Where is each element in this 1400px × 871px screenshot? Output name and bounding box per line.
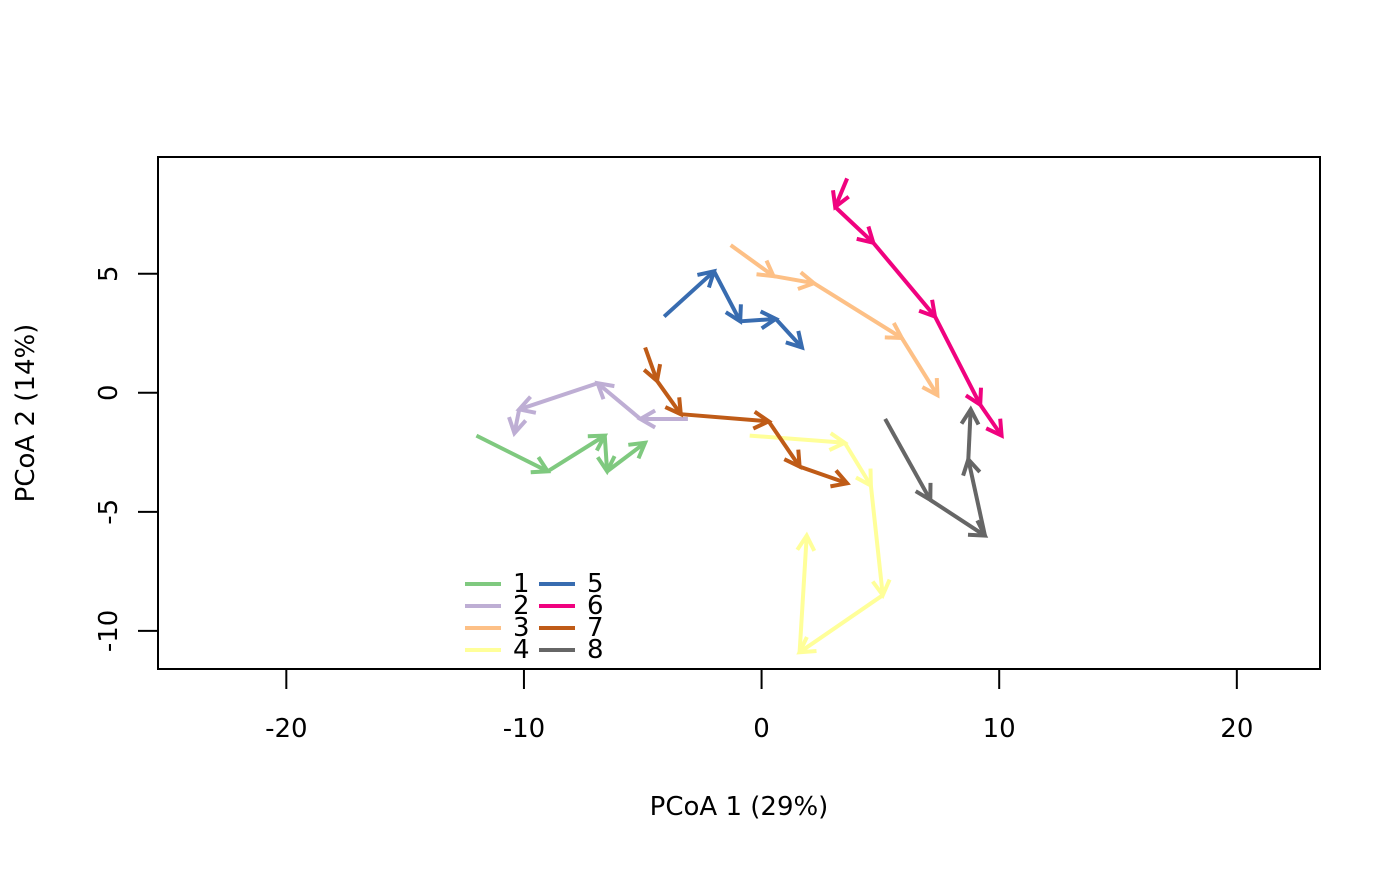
legend-label: 6 [587, 591, 604, 621]
arrow-head [795, 531, 817, 552]
trajectory-segment [773, 274, 815, 286]
trajectory-segment [655, 379, 683, 416]
arrow-head [507, 416, 528, 438]
trajectory-segment [843, 441, 873, 487]
trajectory-segment [966, 459, 987, 537]
trajectory-segment [596, 381, 642, 421]
y-tick-label: 0 [94, 384, 124, 401]
trajectory-segment [798, 464, 848, 486]
plot-frame [157, 156, 1321, 670]
legend-label: 3 [513, 613, 530, 643]
trajectory-segment [518, 381, 599, 412]
trajectory-segment [978, 403, 1004, 437]
series-8 [883, 405, 989, 538]
arrow-head [959, 405, 981, 426]
arrow-head [785, 330, 805, 351]
y-tick-label: -10 [94, 610, 124, 652]
series-4 [749, 431, 892, 655]
trajectory-segment [812, 281, 903, 340]
trajectory-segment [605, 441, 647, 473]
trajectory-segment [900, 336, 940, 397]
trajectory-segment [662, 269, 716, 319]
arrow-head [831, 189, 850, 211]
legend-label: 5 [587, 569, 604, 599]
trajectory-segment [883, 417, 933, 501]
trajectory-segment [774, 317, 804, 349]
x-axis: -20 -10 0 10 20 [265, 668, 1253, 744]
trajectory-segment [797, 535, 809, 653]
trajectory-segment [740, 316, 776, 324]
x-tick-label: 20 [1220, 714, 1253, 744]
trajectory-segment [929, 498, 987, 538]
trajectory-segment [833, 205, 875, 245]
legend-label: 8 [587, 635, 604, 665]
trajectory-segment [767, 420, 802, 468]
arrow-head [587, 433, 609, 452]
arrow-head [515, 395, 537, 415]
trajectory-segment [546, 433, 606, 474]
arrow-head [830, 469, 851, 489]
y-axis: -10 -5 0 5 [94, 265, 159, 652]
trajectory-segment [871, 241, 937, 318]
legend-label: 7 [587, 613, 604, 643]
x-axis-title: PCoA 1 (29%) [650, 792, 829, 822]
arrow-head [871, 578, 892, 600]
x-tick-label: -10 [503, 714, 545, 744]
arrow-head [855, 468, 873, 490]
trajectory-segment [966, 409, 973, 460]
legend-label: 4 [513, 635, 530, 665]
series-5 [662, 268, 805, 351]
x-tick-label: 10 [983, 714, 1016, 744]
trajectory-segment [933, 315, 982, 406]
trajectory-segment [475, 433, 549, 474]
arrow-head [636, 408, 657, 430]
x-tick-label: -20 [265, 714, 307, 744]
arrow-head [985, 418, 1004, 439]
y-axis-title: PCoA 2 (14%) [11, 324, 41, 503]
series-2 [507, 380, 688, 438]
series-1 [475, 433, 649, 476]
legend-label: 1 [513, 569, 530, 599]
trajectory-segment [712, 270, 742, 323]
series-7 [642, 346, 851, 489]
series-3 [729, 243, 940, 399]
series-6 [831, 177, 1004, 439]
y-tick-label: -5 [94, 499, 124, 525]
series-layer [475, 177, 1004, 655]
arrow-head [914, 482, 933, 504]
trajectory-segment [798, 593, 884, 654]
trajectory-segment [749, 433, 845, 445]
trajectory-segment [833, 177, 849, 208]
arrow-head [696, 268, 717, 289]
trajectory-segment [729, 243, 775, 278]
arrow-head [759, 309, 780, 331]
arrow-head [628, 440, 649, 460]
x-tick-label: 0 [753, 714, 770, 744]
trajectory-segment [868, 485, 885, 596]
arrow-head [752, 410, 773, 431]
y-tick-label: 5 [94, 265, 124, 282]
trajectory-segment [680, 412, 769, 424]
trajectory-segment [602, 435, 610, 472]
arrow-head [921, 378, 940, 399]
trajectory-segment [643, 346, 659, 382]
legend-label: 2 [513, 591, 530, 621]
